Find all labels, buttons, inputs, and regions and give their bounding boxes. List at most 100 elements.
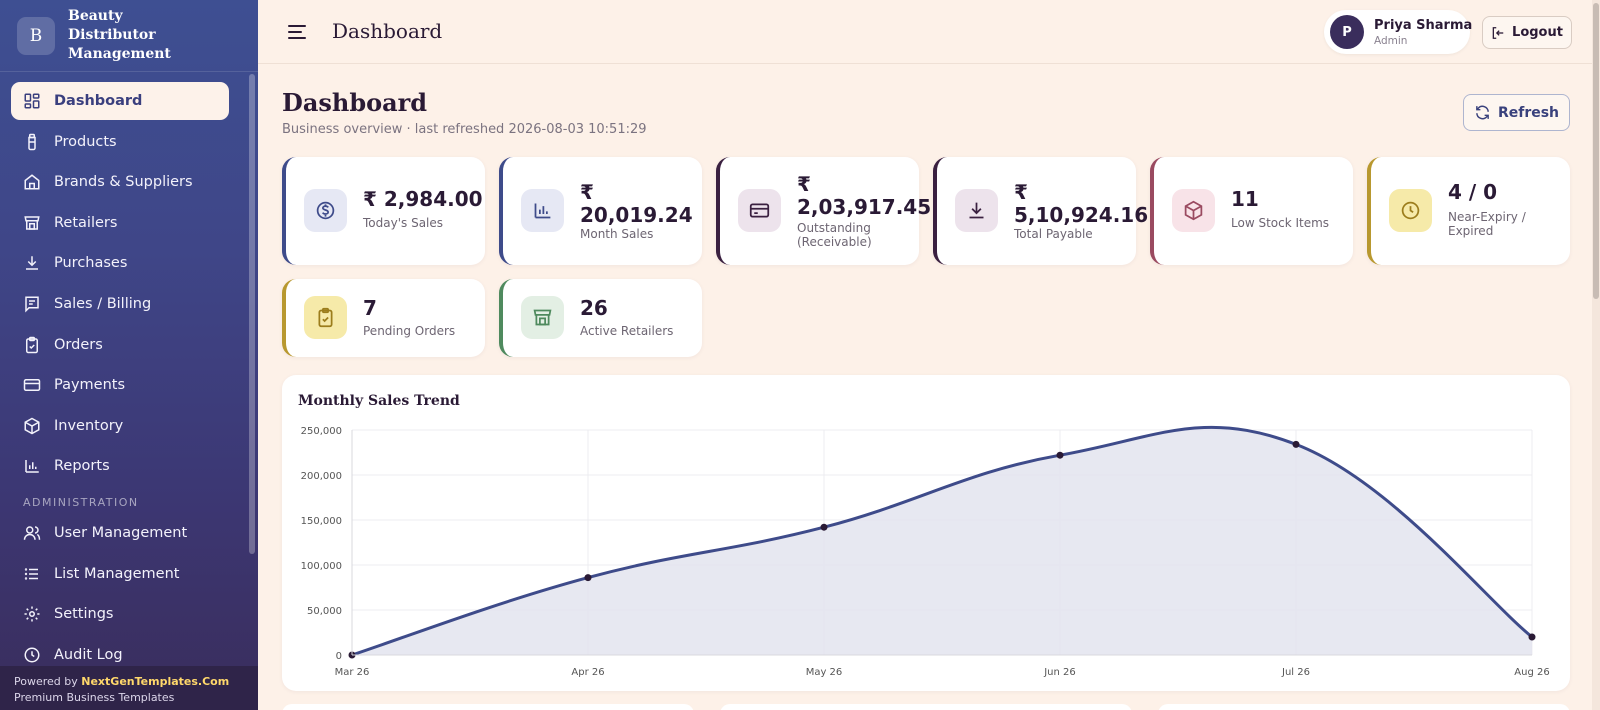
clock-icon <box>1389 189 1432 232</box>
bar-chart-icon <box>521 189 564 232</box>
y-tick-label: 250,000 <box>301 426 342 437</box>
data-point <box>820 523 828 531</box>
data-point <box>1056 451 1064 459</box>
history-icon <box>23 646 41 664</box>
area-fill <box>352 427 1532 655</box>
stat-card-todays-sales: ₹ 2,984.00 Today's Sales <box>282 157 485 265</box>
sidebar-item-label: Payments <box>54 377 126 394</box>
sidebar-item-brands-suppliers[interactable]: Brands & Suppliers <box>11 163 229 201</box>
sidebar-item-label: Brands & Suppliers <box>54 174 193 191</box>
sidebar-item-label: Inventory <box>54 417 124 434</box>
sidebar-item-dashboard[interactable]: Dashboard <box>11 82 229 120</box>
download-icon <box>23 254 41 272</box>
logout-icon <box>1492 26 1504 39</box>
sidebar-item-settings[interactable]: Settings <box>11 595 229 633</box>
stat-value: ₹ 5,10,924.16 <box>1014 180 1149 227</box>
footer-tagline: Premium Business Templates <box>14 691 175 704</box>
x-tick-label: Apr 26 <box>571 667 604 678</box>
credit-card-icon <box>23 376 41 394</box>
sidebar-item-orders[interactable]: Orders <box>11 326 229 364</box>
refresh-label: Refresh <box>1497 104 1560 121</box>
sidebar-item-label: Settings <box>54 606 114 623</box>
y-tick-label: 150,000 <box>301 516 342 527</box>
sidebar-item-audit-log[interactable]: Audit Log <box>11 636 229 674</box>
series-line <box>351 425 1533 657</box>
stat-label: Total Payable <box>1014 227 1093 241</box>
refresh-icon <box>1476 105 1489 120</box>
sidebar-item-list-management[interactable]: List Management <box>11 555 229 593</box>
sidebar-item-purchases[interactable]: Purchases <box>11 244 229 282</box>
sidebar-item-label: User Management <box>54 524 188 541</box>
y-tick-label: 100,000 <box>301 561 342 572</box>
stat-card-outstanding: ₹ 2,03,917.45 Outstanding (Receivable) <box>716 157 932 265</box>
sidebar-item-label: Dashboard <box>54 93 143 109</box>
sidebar-item-label: Sales / Billing <box>54 295 152 312</box>
sidebar-item-label: Purchases <box>54 255 128 272</box>
sidebar-item-label: Audit Log <box>54 646 123 663</box>
next-card <box>1158 704 1570 710</box>
x-tick-label: Mar 26 <box>335 667 370 678</box>
box-icon <box>1172 189 1215 232</box>
footer-brand-link[interactable]: NextGenTemplates.Com <box>81 675 230 688</box>
stat-value: ₹ 2,03,917.45 <box>797 172 932 219</box>
gear-icon <box>23 605 41 623</box>
brand-name: Beauty Distributor Management <box>68 8 171 62</box>
page-title: Dashboard <box>282 88 428 117</box>
users-icon <box>23 524 41 542</box>
sidebar-item-products[interactable]: Products <box>11 123 229 161</box>
page-scroll-thumb[interactable] <box>1593 3 1599 299</box>
x-tick-label: Jul 26 <box>1281 667 1310 678</box>
sidebar-footer: Powered by NextGenTemplates.Com Premium … <box>0 666 258 710</box>
stat-label: Month Sales <box>580 227 654 241</box>
sidebar-item-sales-billing[interactable]: Sales / Billing <box>11 285 229 323</box>
stat-label: Today's Sales <box>363 216 444 230</box>
monthly-sales-chart-card: 0 50,000 100,000 150,000 200,000 250,000 Mar 2… <box>282 375 1570 691</box>
user-chip[interactable]: P Priya Sharma Admin <box>1324 10 1473 54</box>
next-cards-row <box>282 704 1570 710</box>
clipboard-icon <box>23 336 41 354</box>
stat-value: 4 / 0 <box>1448 180 1498 204</box>
stat-label: Outstanding (Receivable) <box>797 221 872 249</box>
brand-logo: B <box>17 16 55 55</box>
menu-toggle-icon[interactable] <box>288 24 306 40</box>
sidebar: B Beauty Distributor Management Dashboar… <box>0 0 258 710</box>
avatar: P <box>1330 15 1364 49</box>
sidebar-nav: Dashboard Products Brands & Suppliers Re… <box>0 82 248 676</box>
sidebar-item-label: Products <box>54 133 117 150</box>
download-icon <box>955 189 998 232</box>
dashboard-grid-icon <box>23 92 41 110</box>
monthly-sales-chart: 0 50,000 100,000 150,000 200,000 250,000 Mar 2… <box>301 425 1550 678</box>
sidebar-scroll-thumb[interactable] <box>249 74 255 554</box>
data-point <box>1528 633 1536 641</box>
brand: B Beauty Distributor Management <box>0 0 258 72</box>
user-name: Priya Sharma <box>1374 18 1473 33</box>
logout-button[interactable]: Logout <box>1482 16 1572 49</box>
sidebar-item-retailers[interactable]: Retailers <box>11 204 229 242</box>
sidebar-item-user-management[interactable]: User Management <box>11 514 229 552</box>
x-tick-label: Aug 26 <box>1514 667 1549 678</box>
sidebar-item-reports[interactable]: Reports <box>11 447 229 485</box>
chart-title: Monthly Sales Trend <box>298 393 460 409</box>
x-tick-label: May 26 <box>806 667 843 678</box>
stat-label: Active Retailers <box>580 324 674 338</box>
y-tick-label: 200,000 <box>301 471 342 482</box>
stat-card-pending-orders: 7 Pending Orders <box>282 279 485 357</box>
store-icon <box>23 173 41 191</box>
topbar-title: Dashboard <box>332 19 443 43</box>
sidebar-item-inventory[interactable]: Inventory <box>11 407 229 445</box>
sidebar-scrollbar[interactable] <box>248 72 256 666</box>
y-tick-label: 50,000 <box>307 606 342 617</box>
credit-card-icon <box>738 189 781 232</box>
page-scrollbar[interactable] <box>1592 0 1600 710</box>
sidebar-item-payments[interactable]: Payments <box>11 366 229 404</box>
receipt-icon <box>23 295 41 313</box>
y-tick-label: 0 <box>336 651 342 662</box>
list-icon <box>23 565 41 583</box>
next-card <box>282 704 694 710</box>
refresh-button[interactable]: Refresh <box>1463 94 1570 131</box>
user-role: Admin <box>1374 35 1408 47</box>
footer-powered-prefix: Powered by <box>14 675 82 688</box>
nav-section-administration: ADMINISTRATION <box>23 495 139 509</box>
stat-value: 26 <box>580 296 608 320</box>
stat-value: 7 <box>363 296 377 320</box>
